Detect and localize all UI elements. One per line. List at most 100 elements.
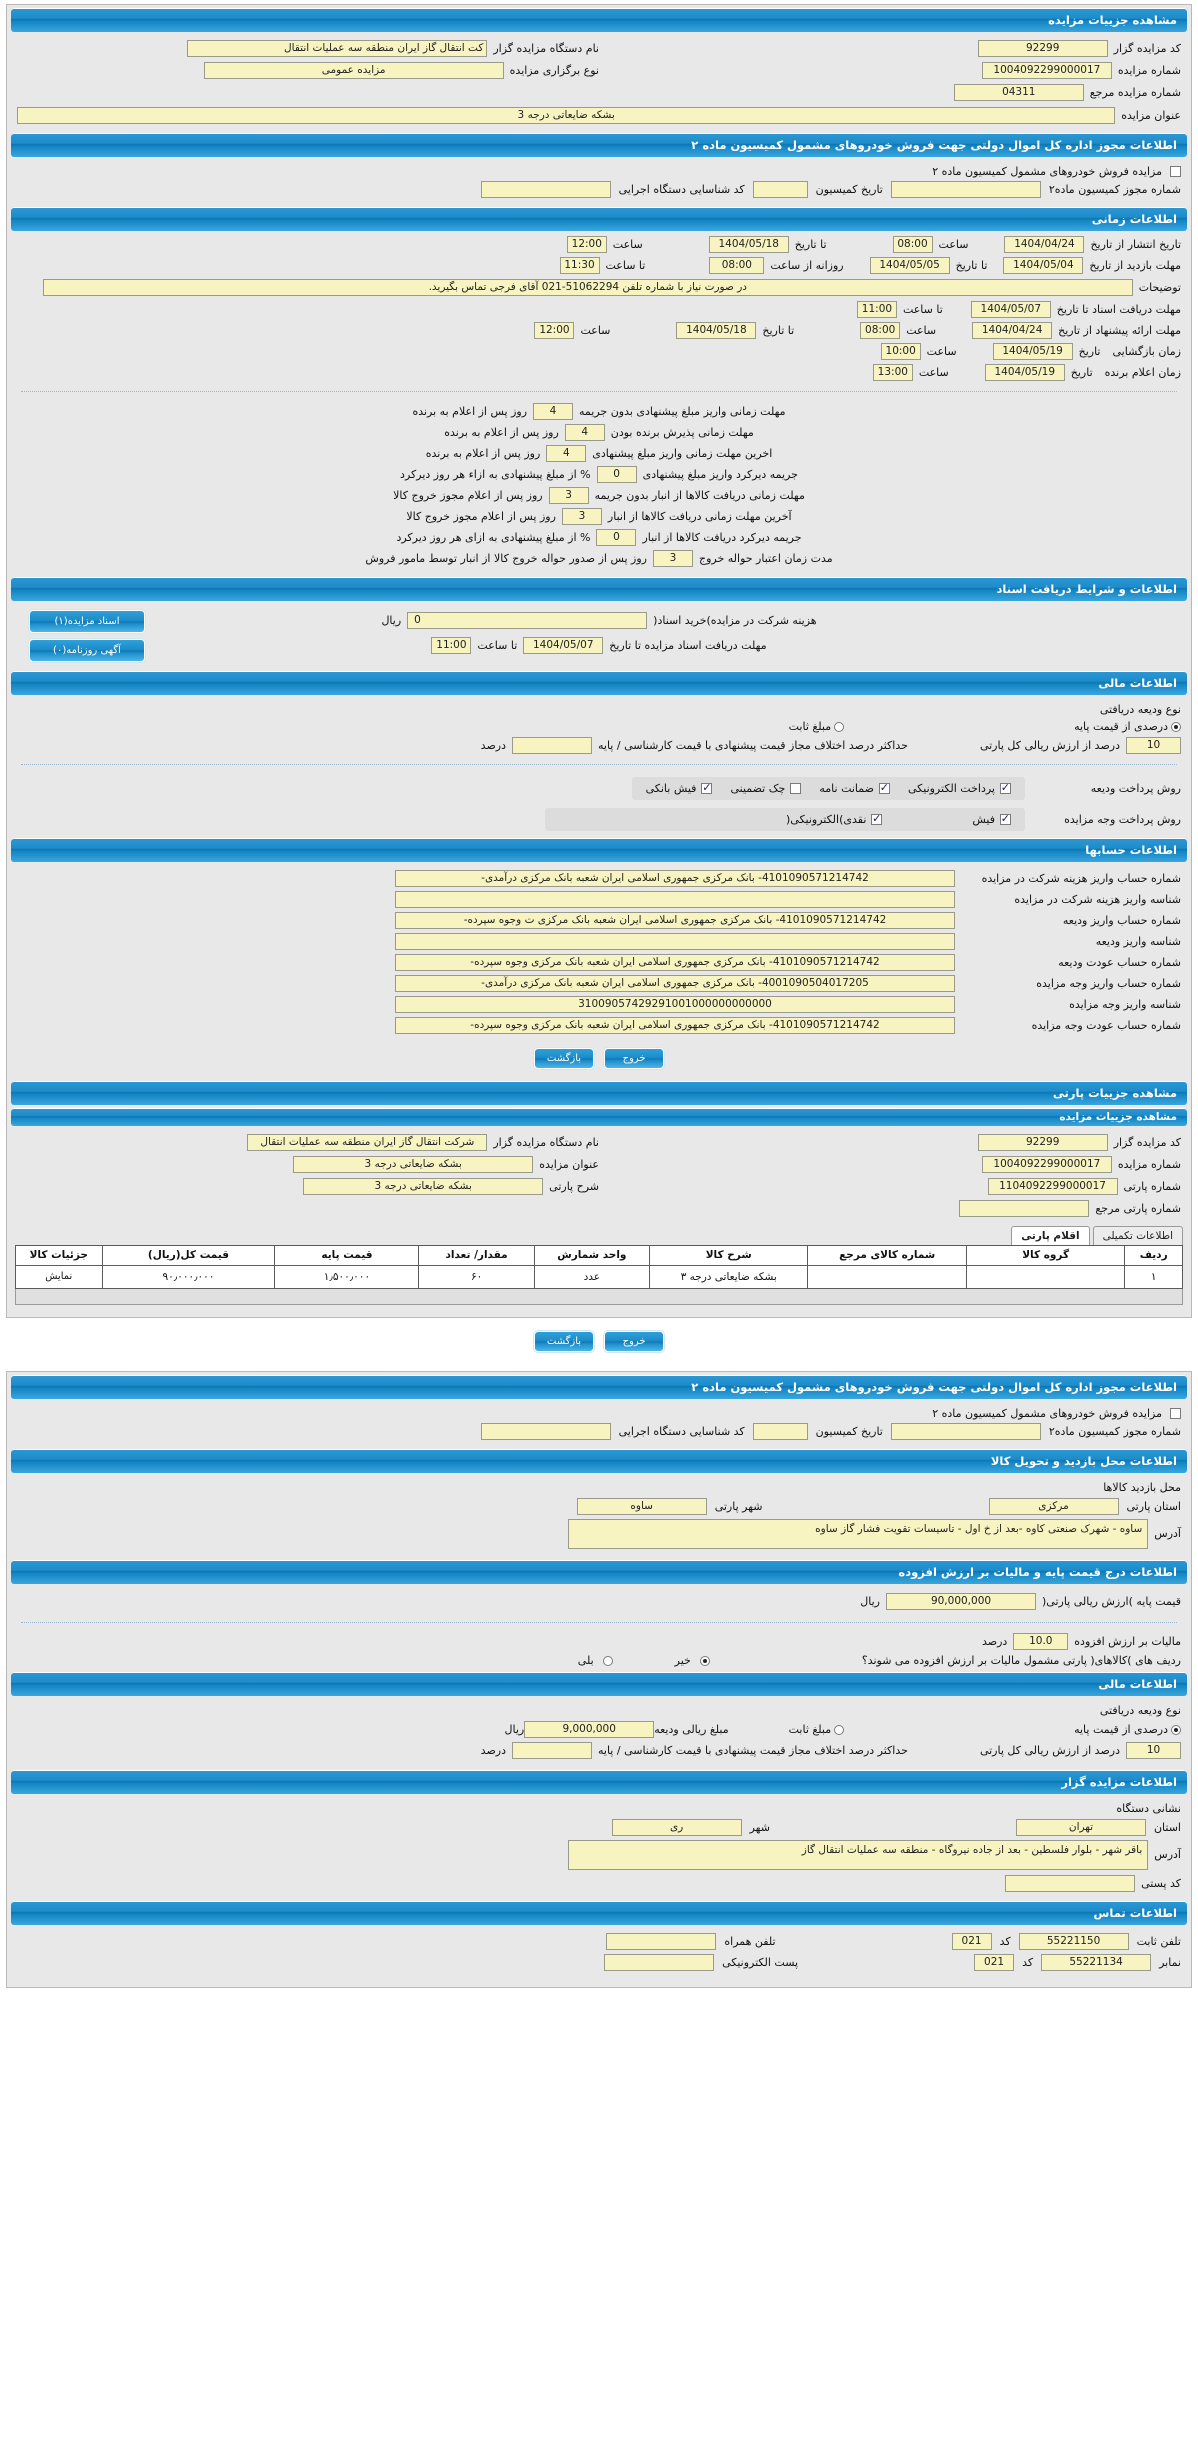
auction-title-value[interactable]: بشکه ضایعاتی درجه 3 [17, 107, 1116, 124]
max-diff-value[interactable] [512, 737, 592, 754]
winner-time-value[interactable]: 13:00 [872, 364, 913, 381]
deadline-rule-value[interactable]: 0 [596, 529, 637, 546]
account-value[interactable] [395, 891, 955, 908]
party-auction-number-value[interactable]: 1004092299000017 [981, 1156, 1112, 1173]
commission-date-value[interactable] [752, 181, 808, 198]
account-value[interactable]: 4101090571214742- بانک مرکزی جمهوری اسلا… [395, 912, 955, 929]
back-button-2[interactable]: بازگشت [533, 1331, 595, 1352]
back-button[interactable]: بازگشت [533, 1048, 595, 1069]
province-value[interactable]: مرکزی [988, 1498, 1119, 1515]
auction-documents-button[interactable]: اسناد مزایده(۱) [29, 610, 145, 633]
account-value[interactable]: 4001090504017205- بانک مرکزی جمهوری اسلا… [395, 975, 955, 992]
receipt-checkbox[interactable] [1000, 812, 1011, 825]
deadline-rule-value[interactable]: 3 [548, 487, 589, 504]
account-value[interactable]: 4101090571214742- بانک مرکزی جمهوری اسلا… [395, 870, 955, 887]
auction-number-value[interactable]: 1004092299000017 [981, 62, 1112, 79]
offer-time-from[interactable]: 08:00 [860, 322, 901, 339]
block2-commission-date-value[interactable] [752, 1423, 808, 1440]
party-title-value[interactable]: بشکه ضایعاتی درجه 3 [293, 1156, 534, 1173]
party-desc-value[interactable]: بشکه ضایعاتی درجه 3 [303, 1178, 544, 1195]
vat-value[interactable]: 10.0 [1013, 1633, 1069, 1650]
block2-percent-of-base-radio[interactable] [1171, 1724, 1181, 1735]
visit-time-to[interactable]: 11:30 [559, 257, 600, 274]
publish-date-from[interactable]: 1404/04/24 [1004, 236, 1085, 253]
permit-no-value[interactable] [890, 181, 1041, 198]
org-province-value[interactable]: تهران [1015, 1819, 1146, 1836]
deadline-rule-value[interactable]: 3 [561, 508, 602, 525]
visit-date-from[interactable]: 1404/05/04 [1003, 257, 1084, 274]
party-org-value[interactable]: شرکت انتقال گاز ایران منطقه سه عملیات ان… [247, 1134, 488, 1151]
phone-code-value[interactable]: 021 [951, 1933, 992, 1950]
account-value[interactable]: 4101090571214742- بانک مرکزی جمهوری اسلا… [395, 1017, 955, 1034]
block2-percent-value-field[interactable]: 10 [1126, 1742, 1181, 1759]
electronic-payment-checkbox[interactable] [1000, 781, 1011, 794]
tab-additional-info[interactable]: اطلاعات تکمیلی [1092, 1226, 1183, 1245]
offer-date-to[interactable]: 1404/05/18 [676, 322, 757, 339]
vat-no-radio[interactable] [699, 1655, 710, 1666]
fax-code-value[interactable]: 021 [974, 1954, 1015, 1971]
opening-time-value[interactable]: 10:00 [880, 343, 921, 360]
payment-option[interactable]: فیش [972, 812, 1011, 826]
address-value[interactable]: ساوه - شهرک صنعتی کاوه -بعد از خ اول - ت… [568, 1519, 1149, 1549]
deposit-amount-value[interactable]: 9,000,000 [524, 1721, 655, 1738]
deposit-option[interactable]: ضمانت نامه [819, 781, 890, 795]
commission-vehicles-checkbox[interactable] [1170, 166, 1181, 177]
opening-date-value[interactable]: 1404/05/19 [992, 343, 1073, 360]
deposit-option[interactable]: پرداخت الکترونیکی [908, 781, 1011, 795]
org-addr-value[interactable]: باقر شهر - بلوار فلسطین - بعد از جاده نی… [568, 1840, 1149, 1870]
party-number-value[interactable]: 1104092299000017 [987, 1178, 1118, 1195]
percent-value-field[interactable]: 10 [1126, 737, 1181, 754]
executive-code-value[interactable] [480, 181, 611, 198]
block2-executive-code-value[interactable] [480, 1423, 611, 1440]
account-value[interactable]: 31009057429291001000000000000 [395, 996, 955, 1013]
org-name-value[interactable]: کت انتقال گاز ایران منطقه سه عملیات انتق… [187, 40, 488, 57]
tab-party-items[interactable]: اقلام پارتی [1011, 1226, 1090, 1245]
block2-max-diff-value[interactable] [512, 1742, 592, 1759]
deposit-option[interactable]: چک تضمینی [730, 782, 802, 795]
deposit-option[interactable]: فیش بانکی [646, 781, 713, 795]
phone-value[interactable]: 55221150 [1018, 1933, 1129, 1950]
offer-date-from[interactable]: 1404/04/24 [972, 322, 1053, 339]
base-price-value[interactable]: 90,000,000 [886, 1593, 1036, 1610]
org-city-value[interactable]: ری [611, 1819, 742, 1836]
notes-value[interactable]: در صورت نیاز با شماره تلفن 51062294-021 … [42, 279, 1133, 296]
postal-value[interactable] [1005, 1875, 1136, 1892]
deadline-rule-value[interactable]: 3 [652, 550, 693, 567]
payment-option[interactable]: نقدی)الکترونیکی( [786, 812, 883, 826]
docs-deadline-time2[interactable]: 11:00 [431, 637, 472, 654]
email-value[interactable] [604, 1954, 715, 1971]
exit-button[interactable]: خروج [604, 1048, 665, 1069]
visit-time-from[interactable]: 08:00 [709, 257, 765, 274]
docs-cost-value[interactable]: 0 [407, 612, 648, 629]
block2-fixed-amount-radio[interactable] [834, 1724, 845, 1735]
account-value[interactable]: 4101090571214742- بانک مرکزی جمهوری اسلا… [395, 954, 955, 971]
auction-code-value[interactable]: 92299 [977, 40, 1108, 57]
vat-yes-radio[interactable] [602, 1655, 613, 1666]
block2-permit-no-value[interactable] [890, 1423, 1041, 1440]
cell-details-link[interactable]: نمایش [15, 1265, 103, 1289]
publish-time-to[interactable]: 12:00 [566, 236, 607, 253]
visit-date-to[interactable]: 1404/05/05 [869, 257, 950, 274]
guarantee-letter-checkbox[interactable] [879, 781, 890, 794]
bank-receipt-checkbox[interactable] [701, 781, 713, 794]
ref-number-value[interactable]: 04311 [953, 84, 1084, 101]
offer-time-to[interactable]: 12:00 [534, 322, 575, 339]
docs-deadline-date2[interactable]: 1404/05/07 [523, 637, 604, 654]
fax-value[interactable]: 55221134 [1041, 1954, 1152, 1971]
certified-check-checkbox[interactable] [790, 783, 802, 794]
winner-date-value[interactable]: 1404/05/19 [984, 364, 1065, 381]
account-value[interactable] [395, 933, 955, 950]
publish-time-from[interactable]: 08:00 [892, 236, 933, 253]
party-ref-value[interactable] [959, 1200, 1090, 1217]
commission-vehicles-checkbox-2[interactable] [1170, 1408, 1181, 1419]
city-value[interactable]: ساوه [576, 1498, 707, 1515]
deadline-rule-value[interactable]: 4 [564, 424, 605, 441]
deadline-rule-value[interactable]: 4 [546, 445, 587, 462]
newspaper-ad-button[interactable]: آگهی روزنامه(۰) [29, 639, 145, 662]
docs-deadline-date[interactable]: 1404/05/07 [970, 301, 1051, 318]
holding-type-value[interactable]: مزایده عمومی [203, 62, 504, 79]
publish-date-to[interactable]: 1404/05/18 [708, 236, 789, 253]
docs-deadline-time[interactable]: 11:00 [856, 301, 897, 318]
fixed-amount-radio[interactable] [834, 721, 845, 732]
deadline-rule-value[interactable]: 4 [533, 403, 574, 420]
